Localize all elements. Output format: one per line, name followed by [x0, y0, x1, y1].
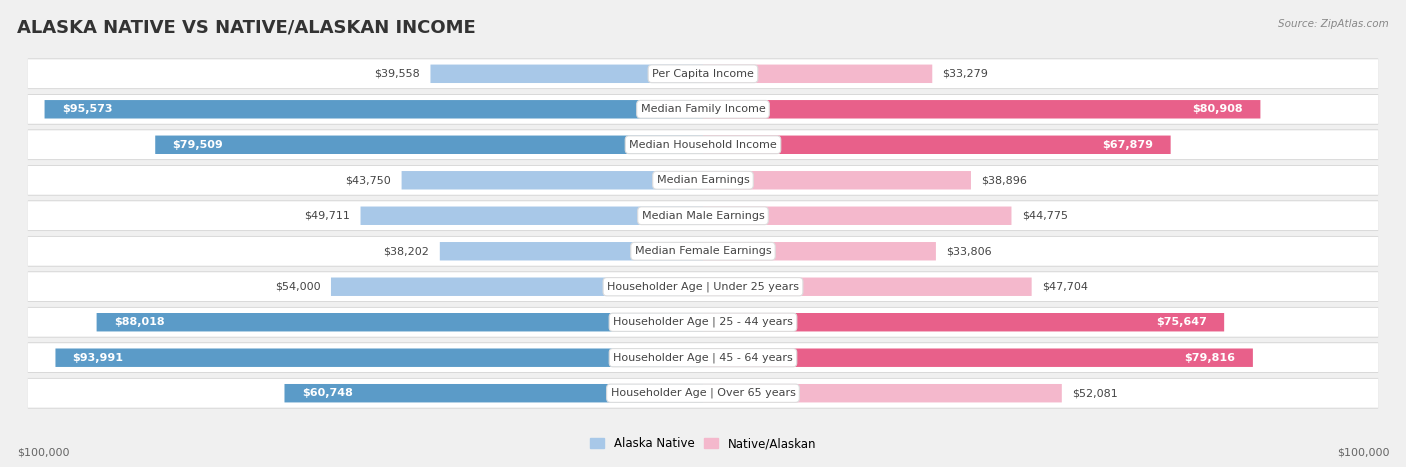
- FancyBboxPatch shape: [402, 171, 703, 190]
- FancyBboxPatch shape: [28, 166, 1378, 195]
- FancyBboxPatch shape: [97, 313, 703, 332]
- Text: $33,279: $33,279: [942, 69, 988, 79]
- FancyBboxPatch shape: [28, 165, 1378, 196]
- FancyBboxPatch shape: [155, 135, 703, 154]
- FancyBboxPatch shape: [28, 201, 1378, 230]
- Text: $38,202: $38,202: [384, 246, 429, 256]
- Text: $33,806: $33,806: [946, 246, 991, 256]
- FancyBboxPatch shape: [28, 272, 1378, 301]
- FancyBboxPatch shape: [28, 307, 1378, 338]
- FancyBboxPatch shape: [28, 94, 1378, 125]
- Text: $93,991: $93,991: [73, 353, 124, 363]
- FancyBboxPatch shape: [28, 237, 1378, 266]
- Text: $43,750: $43,750: [346, 175, 391, 185]
- FancyBboxPatch shape: [28, 95, 1378, 124]
- FancyBboxPatch shape: [703, 206, 1011, 225]
- FancyBboxPatch shape: [28, 58, 1378, 89]
- Text: $100,000: $100,000: [17, 448, 69, 458]
- FancyBboxPatch shape: [28, 342, 1378, 373]
- FancyBboxPatch shape: [28, 59, 1378, 88]
- FancyBboxPatch shape: [28, 378, 1378, 409]
- FancyBboxPatch shape: [440, 242, 703, 261]
- FancyBboxPatch shape: [703, 171, 972, 190]
- Text: $88,018: $88,018: [114, 317, 165, 327]
- Text: $39,558: $39,558: [374, 69, 420, 79]
- Text: $95,573: $95,573: [62, 104, 112, 114]
- FancyBboxPatch shape: [330, 277, 703, 296]
- FancyBboxPatch shape: [703, 64, 932, 83]
- FancyBboxPatch shape: [28, 271, 1378, 302]
- Text: $54,000: $54,000: [276, 282, 321, 292]
- FancyBboxPatch shape: [284, 384, 703, 403]
- Legend: Alaska Native, Native/Alaskan: Alaska Native, Native/Alaskan: [585, 432, 821, 455]
- FancyBboxPatch shape: [703, 277, 1032, 296]
- Text: Median Female Earnings: Median Female Earnings: [634, 246, 772, 256]
- FancyBboxPatch shape: [703, 135, 1171, 154]
- FancyBboxPatch shape: [28, 200, 1378, 231]
- FancyBboxPatch shape: [45, 100, 703, 119]
- FancyBboxPatch shape: [703, 242, 936, 261]
- Text: Per Capita Income: Per Capita Income: [652, 69, 754, 79]
- Text: Householder Age | 25 - 44 years: Householder Age | 25 - 44 years: [613, 317, 793, 327]
- FancyBboxPatch shape: [28, 236, 1378, 267]
- Text: $67,879: $67,879: [1102, 140, 1153, 150]
- FancyBboxPatch shape: [28, 308, 1378, 337]
- Text: $60,748: $60,748: [302, 388, 353, 398]
- Text: Householder Age | 45 - 64 years: Householder Age | 45 - 64 years: [613, 353, 793, 363]
- FancyBboxPatch shape: [703, 384, 1062, 403]
- Text: Median Family Income: Median Family Income: [641, 104, 765, 114]
- Text: $79,816: $79,816: [1185, 353, 1236, 363]
- Text: $100,000: $100,000: [1337, 448, 1389, 458]
- Text: Householder Age | Over 65 years: Householder Age | Over 65 years: [610, 388, 796, 398]
- Text: $47,704: $47,704: [1042, 282, 1088, 292]
- FancyBboxPatch shape: [28, 129, 1378, 160]
- Text: $52,081: $52,081: [1073, 388, 1118, 398]
- Text: Median Earnings: Median Earnings: [657, 175, 749, 185]
- FancyBboxPatch shape: [28, 379, 1378, 408]
- FancyBboxPatch shape: [28, 343, 1378, 372]
- Text: Median Male Earnings: Median Male Earnings: [641, 211, 765, 221]
- Text: $80,908: $80,908: [1192, 104, 1243, 114]
- Text: Householder Age | Under 25 years: Householder Age | Under 25 years: [607, 282, 799, 292]
- FancyBboxPatch shape: [703, 313, 1225, 332]
- FancyBboxPatch shape: [55, 348, 703, 367]
- Text: $44,775: $44,775: [1022, 211, 1067, 221]
- FancyBboxPatch shape: [703, 100, 1260, 119]
- Text: $75,647: $75,647: [1156, 317, 1206, 327]
- FancyBboxPatch shape: [430, 64, 703, 83]
- Text: $79,509: $79,509: [173, 140, 224, 150]
- FancyBboxPatch shape: [703, 348, 1253, 367]
- Text: $38,896: $38,896: [981, 175, 1028, 185]
- Text: Median Household Income: Median Household Income: [628, 140, 778, 150]
- FancyBboxPatch shape: [360, 206, 703, 225]
- Text: ALASKA NATIVE VS NATIVE/ALASKAN INCOME: ALASKA NATIVE VS NATIVE/ALASKAN INCOME: [17, 19, 475, 37]
- FancyBboxPatch shape: [28, 130, 1378, 159]
- Text: Source: ZipAtlas.com: Source: ZipAtlas.com: [1278, 19, 1389, 28]
- Text: $49,711: $49,711: [304, 211, 350, 221]
